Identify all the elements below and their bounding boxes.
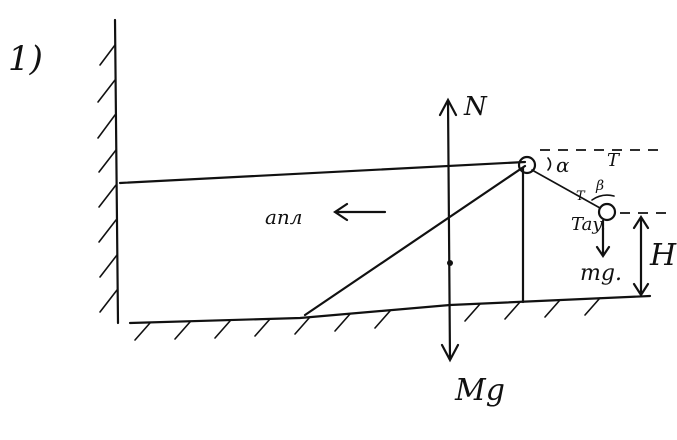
angle-arc: [548, 158, 551, 170]
acceleration-arrow: [335, 204, 385, 220]
wall-hatching: [98, 45, 117, 312]
label-beta: β: [595, 178, 604, 194]
problem-number: 1): [8, 39, 43, 79]
label-mg: mg.: [580, 261, 622, 286]
label-big-mg: Mg: [454, 373, 505, 408]
label-acceleration: aпл: [265, 205, 303, 229]
label-t-small: T: [576, 189, 586, 204]
floor: [130, 296, 650, 323]
angle-arc: [592, 195, 614, 200]
center-mass: [447, 260, 453, 266]
floor-hatching: [135, 298, 600, 340]
height-arrow: [634, 217, 648, 295]
label-h: H: [649, 238, 677, 273]
incline: [305, 166, 525, 315]
wall: [115, 20, 118, 323]
label-alpha: α: [556, 153, 570, 177]
force-arrow: [440, 100, 458, 360]
diagram: 1) N α T β T Tay. aпл mg. H Mg: [0, 0, 677, 440]
block-top: [120, 162, 525, 183]
page: 1) N α T β T Tay. aпл mg. H Mg (() => { …: [0, 0, 677, 440]
label-t: T: [607, 150, 621, 171]
label-t-ay: Tay.: [571, 214, 606, 235]
label-n: N: [463, 92, 488, 122]
